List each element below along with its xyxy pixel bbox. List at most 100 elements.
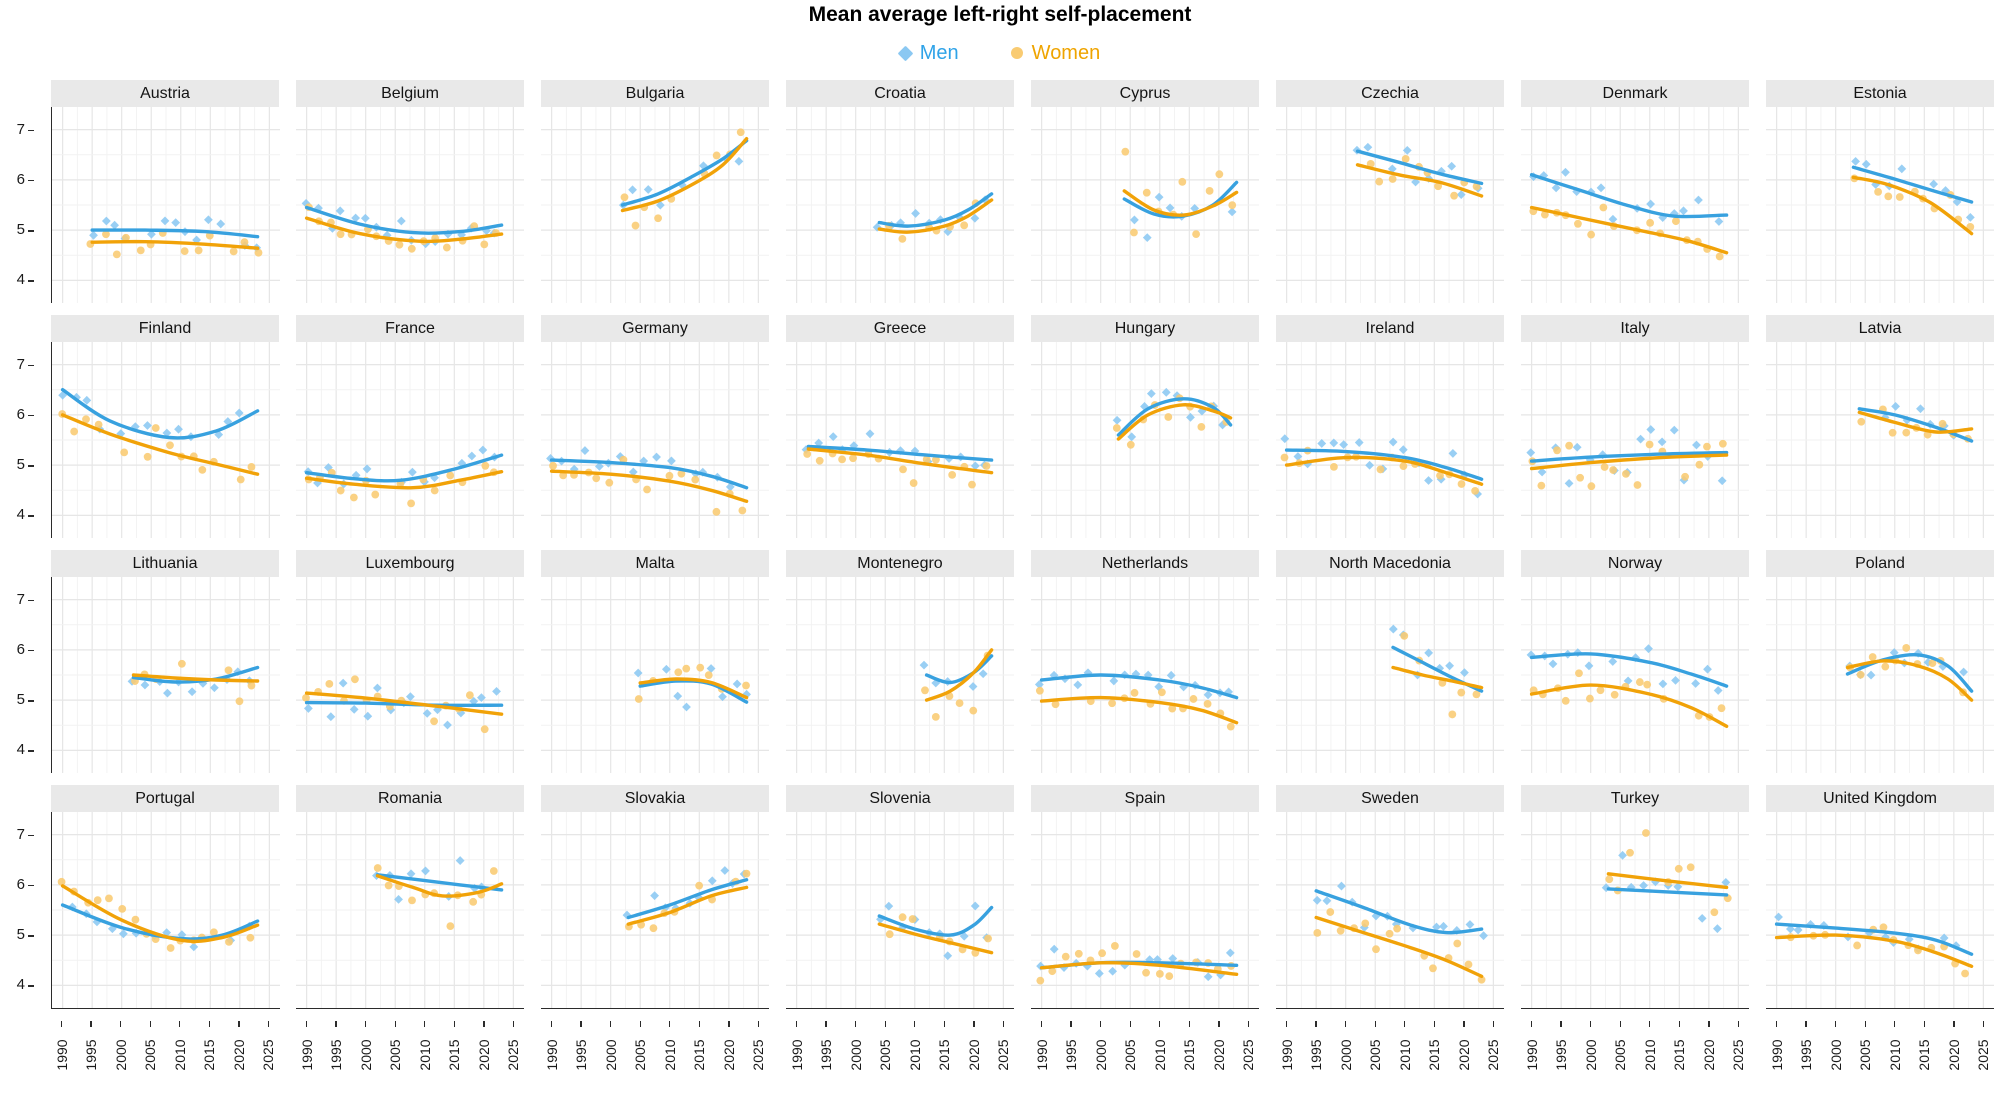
women-point <box>1375 177 1384 186</box>
facet-title-austria: Austria <box>51 80 279 107</box>
women-point <box>1155 970 1164 978</box>
y-tick-mark <box>28 465 34 467</box>
men-point <box>699 161 708 171</box>
women-point <box>1376 465 1385 474</box>
women-point <box>247 463 256 471</box>
men-point <box>174 424 183 434</box>
men-point <box>492 686 501 696</box>
facet-belgium: Belgium <box>296 80 524 303</box>
x-tick-mark <box>884 1021 886 1027</box>
x-tick-label: 2025 <box>750 1039 767 1071</box>
men-trend-line <box>549 458 749 490</box>
men-point <box>67 902 77 912</box>
men-point <box>1713 686 1723 695</box>
men-point <box>1448 449 1458 458</box>
women-point <box>122 233 130 242</box>
women-point <box>1330 462 1338 471</box>
men-point <box>970 461 980 471</box>
women-point <box>1434 182 1442 191</box>
women-point <box>151 424 160 432</box>
x-tick-mark <box>1619 1021 1621 1027</box>
facet-plot-latvia <box>1766 342 1994 538</box>
women-point <box>177 659 186 668</box>
men-point <box>373 683 382 693</box>
x-tick-mark <box>825 1021 827 1027</box>
men-point <box>828 432 838 442</box>
men-point <box>1851 156 1860 166</box>
x-tick-mark <box>1923 1021 1925 1027</box>
women-point <box>465 691 474 700</box>
facet-title-bulgaria: Bulgaria <box>541 80 769 107</box>
men-point <box>467 451 477 461</box>
facet-plot-france <box>296 342 524 538</box>
men-point <box>673 691 683 701</box>
men-point <box>1897 164 1907 174</box>
facet-hungary: Hungary <box>1031 315 1259 538</box>
facet-title-montenegro: Montenegro <box>786 550 1014 577</box>
facet-spain: Spain <box>1031 785 1259 1009</box>
women-trend-line <box>1845 659 1974 702</box>
facet-row-2: 7 6 5 4 Finland France Germany Greece Hungary Ire… <box>0 315 2000 538</box>
women-point <box>105 894 113 903</box>
facet-title-united-kingdom: United Kingdom <box>1766 785 1994 812</box>
men-point <box>349 704 359 714</box>
men-trend-line <box>1529 450 1729 463</box>
women-point <box>674 668 683 677</box>
x-tick-mark <box>639 1021 641 1027</box>
x-tick-label: 2025 <box>260 1039 277 1071</box>
y-tick-mark <box>28 129 34 131</box>
men-point <box>314 203 323 213</box>
women-point <box>1313 928 1322 937</box>
facet-title-italy: Italy <box>1521 315 1749 342</box>
women-point <box>1157 688 1166 697</box>
x-tick-mark <box>1953 1021 1955 1027</box>
women-trend-line <box>877 198 994 234</box>
men-point <box>1631 653 1640 663</box>
women-point <box>1587 230 1596 239</box>
x-tick-mark <box>364 1021 367 1027</box>
y-tick-mark <box>28 935 34 937</box>
x-tick-mark <box>1404 1021 1406 1027</box>
women-trend-line <box>806 447 994 475</box>
y-tick-label: 5 <box>16 926 25 944</box>
y-tick-mark <box>28 884 34 887</box>
facet-bulgaria: Bulgaria <box>541 80 769 303</box>
women-point <box>408 896 416 905</box>
y-axis-labels: 7 6 5 4 <box>0 550 34 773</box>
women-point <box>677 469 686 478</box>
women-point <box>1888 428 1897 437</box>
men-point <box>849 441 859 451</box>
men-point <box>1584 661 1594 671</box>
x-tick-mark <box>1864 1021 1866 1027</box>
x-tick-mark <box>1894 1021 1896 1027</box>
x-tick-mark <box>1805 1021 1807 1027</box>
men-point <box>1317 439 1327 448</box>
women-point <box>236 475 245 484</box>
x-tick-label: 2025 <box>995 1039 1012 1071</box>
women-point <box>682 664 691 673</box>
women-point <box>384 881 393 890</box>
facet-title-germany: Germany <box>541 315 769 342</box>
men-point <box>884 901 894 911</box>
men-point <box>1432 922 1441 932</box>
women-point <box>696 663 705 672</box>
men-point <box>1411 177 1420 187</box>
facet-title-sweden: Sweden <box>1276 785 1504 812</box>
men-point <box>147 229 156 239</box>
x-tick-mark <box>394 1021 396 1027</box>
women-point <box>229 247 238 256</box>
men-point <box>223 417 233 426</box>
men-point <box>1572 442 1582 452</box>
men-point <box>661 664 671 674</box>
men-point <box>1774 912 1783 922</box>
facet-title-slovakia: Slovakia <box>541 785 769 812</box>
x-tick-mark <box>483 1021 485 1027</box>
legend-women-label: Women <box>1031 41 1101 64</box>
men-trend-line <box>1529 173 1729 219</box>
women-point <box>695 881 704 890</box>
men-point <box>328 224 337 233</box>
women-point <box>1868 653 1877 661</box>
women-point <box>742 869 751 878</box>
women-point <box>955 699 964 708</box>
women-point <box>1646 218 1655 227</box>
